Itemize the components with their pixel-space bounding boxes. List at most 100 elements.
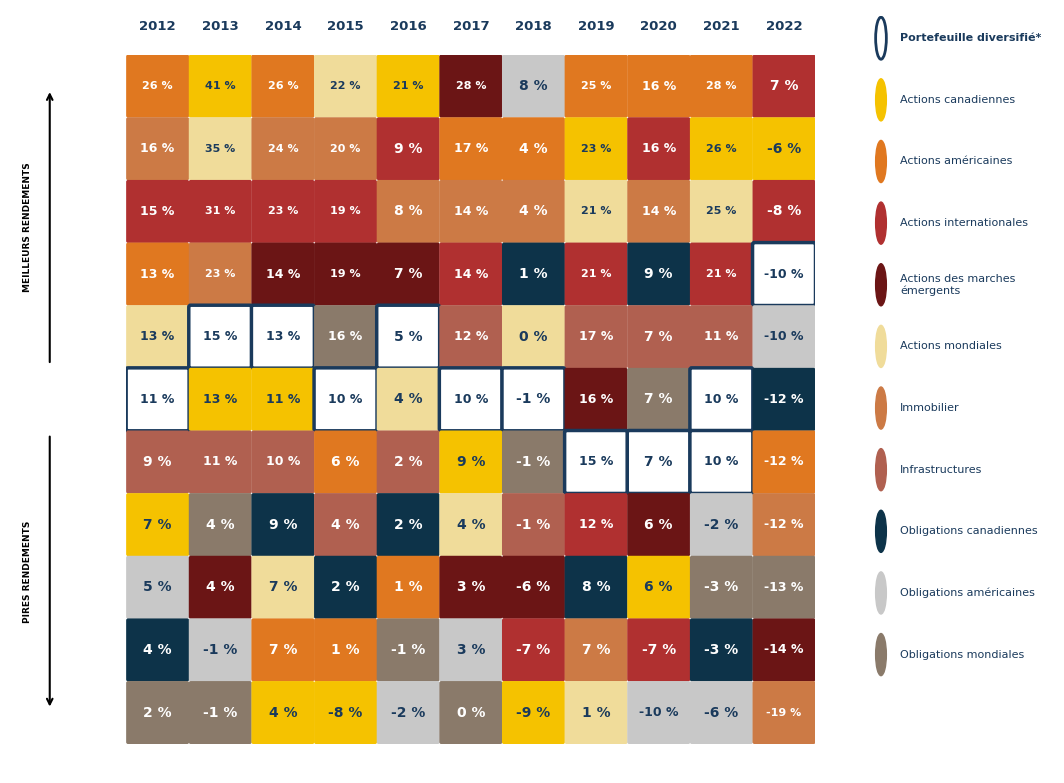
Text: Obligations mondiales: Obligations mondiales: [900, 650, 1025, 659]
Text: 2014: 2014: [265, 20, 301, 33]
FancyBboxPatch shape: [565, 55, 628, 117]
FancyBboxPatch shape: [689, 55, 753, 117]
Text: Actions des marches
émergents: Actions des marches émergents: [900, 274, 1015, 296]
FancyBboxPatch shape: [628, 556, 691, 619]
Text: 21 %: 21 %: [706, 269, 736, 279]
Text: 2015: 2015: [328, 20, 364, 33]
FancyBboxPatch shape: [251, 368, 314, 431]
FancyBboxPatch shape: [752, 619, 815, 681]
FancyBboxPatch shape: [502, 243, 565, 305]
Text: 21 %: 21 %: [581, 207, 612, 216]
Text: 4 %: 4 %: [456, 518, 485, 532]
FancyBboxPatch shape: [127, 556, 189, 619]
FancyBboxPatch shape: [502, 681, 565, 744]
Text: 7 %: 7 %: [645, 392, 674, 406]
FancyBboxPatch shape: [439, 681, 502, 744]
FancyBboxPatch shape: [689, 619, 753, 681]
Text: 4 %: 4 %: [331, 518, 360, 532]
FancyBboxPatch shape: [689, 117, 753, 180]
Text: -1 %: -1 %: [203, 705, 237, 720]
FancyBboxPatch shape: [565, 180, 628, 243]
FancyBboxPatch shape: [251, 681, 314, 744]
FancyBboxPatch shape: [314, 681, 377, 744]
FancyBboxPatch shape: [251, 431, 314, 493]
Text: 15 %: 15 %: [203, 330, 237, 343]
FancyBboxPatch shape: [689, 368, 753, 431]
FancyBboxPatch shape: [628, 243, 691, 305]
Text: 16 %: 16 %: [329, 330, 363, 343]
Text: 16 %: 16 %: [642, 143, 676, 155]
Text: -10 %: -10 %: [764, 268, 803, 280]
FancyBboxPatch shape: [188, 180, 252, 243]
Text: 9 %: 9 %: [456, 455, 485, 469]
Text: 1 %: 1 %: [582, 705, 611, 720]
Text: -1 %: -1 %: [203, 643, 237, 657]
Text: 6 %: 6 %: [645, 580, 674, 594]
FancyBboxPatch shape: [127, 117, 189, 180]
Text: 16 %: 16 %: [642, 80, 676, 92]
FancyBboxPatch shape: [689, 431, 753, 493]
FancyBboxPatch shape: [188, 243, 252, 305]
FancyBboxPatch shape: [314, 493, 377, 556]
Text: -10 %: -10 %: [639, 706, 679, 719]
Text: 9 %: 9 %: [268, 518, 297, 532]
FancyBboxPatch shape: [127, 55, 189, 117]
FancyBboxPatch shape: [752, 180, 815, 243]
Text: 15 %: 15 %: [579, 456, 613, 468]
Text: 10 %: 10 %: [704, 393, 738, 406]
FancyBboxPatch shape: [628, 681, 691, 744]
FancyBboxPatch shape: [689, 243, 753, 305]
Text: 14 %: 14 %: [266, 268, 300, 280]
FancyBboxPatch shape: [565, 368, 628, 431]
Text: 7 %: 7 %: [645, 455, 674, 469]
Text: 2012: 2012: [139, 20, 176, 33]
Text: 5 %: 5 %: [144, 580, 172, 594]
Text: 14 %: 14 %: [453, 268, 488, 280]
Text: 13 %: 13 %: [203, 393, 237, 406]
Text: 13 %: 13 %: [266, 330, 300, 343]
Text: Portefeuille diversifié*: Portefeuille diversifié*: [900, 33, 1042, 43]
Text: Actions internationales: Actions internationales: [900, 218, 1028, 228]
FancyBboxPatch shape: [565, 431, 628, 493]
Text: 4 %: 4 %: [206, 580, 234, 594]
Text: -7 %: -7 %: [642, 643, 676, 657]
FancyBboxPatch shape: [502, 368, 565, 431]
Text: 25 %: 25 %: [706, 207, 736, 216]
FancyBboxPatch shape: [251, 180, 314, 243]
Text: 7 %: 7 %: [582, 643, 611, 657]
Text: Actions mondiales: Actions mondiales: [900, 341, 1002, 352]
Text: 19 %: 19 %: [330, 207, 361, 216]
Text: -12 %: -12 %: [764, 456, 803, 468]
Text: 21 %: 21 %: [393, 81, 423, 91]
FancyBboxPatch shape: [502, 180, 565, 243]
FancyBboxPatch shape: [502, 55, 565, 117]
Text: 8 %: 8 %: [519, 79, 548, 93]
FancyBboxPatch shape: [314, 619, 377, 681]
FancyBboxPatch shape: [314, 243, 377, 305]
Text: 11 %: 11 %: [203, 456, 237, 468]
Text: -1 %: -1 %: [516, 455, 551, 469]
Text: 11 %: 11 %: [140, 393, 174, 406]
Text: Obligations américaines: Obligations américaines: [900, 588, 1035, 598]
Text: 7 %: 7 %: [144, 518, 172, 532]
FancyBboxPatch shape: [377, 117, 439, 180]
Text: -13 %: -13 %: [764, 581, 803, 594]
FancyBboxPatch shape: [188, 431, 252, 493]
FancyBboxPatch shape: [628, 55, 691, 117]
Circle shape: [876, 449, 886, 491]
FancyBboxPatch shape: [314, 556, 377, 619]
FancyBboxPatch shape: [628, 493, 691, 556]
Text: 14 %: 14 %: [453, 205, 488, 218]
Circle shape: [876, 79, 886, 121]
Text: 4 %: 4 %: [144, 643, 172, 657]
Text: 7 %: 7 %: [268, 580, 297, 594]
Text: 14 %: 14 %: [642, 205, 676, 218]
Text: 17 %: 17 %: [579, 330, 613, 343]
Text: MEILLEURS RENDEMENTS: MEILLEURS RENDEMENTS: [22, 162, 32, 292]
Text: 2019: 2019: [578, 20, 614, 33]
Text: 10 %: 10 %: [453, 393, 488, 406]
Text: 1 %: 1 %: [519, 267, 548, 281]
FancyBboxPatch shape: [127, 180, 189, 243]
Text: 13 %: 13 %: [140, 330, 174, 343]
FancyBboxPatch shape: [188, 619, 252, 681]
